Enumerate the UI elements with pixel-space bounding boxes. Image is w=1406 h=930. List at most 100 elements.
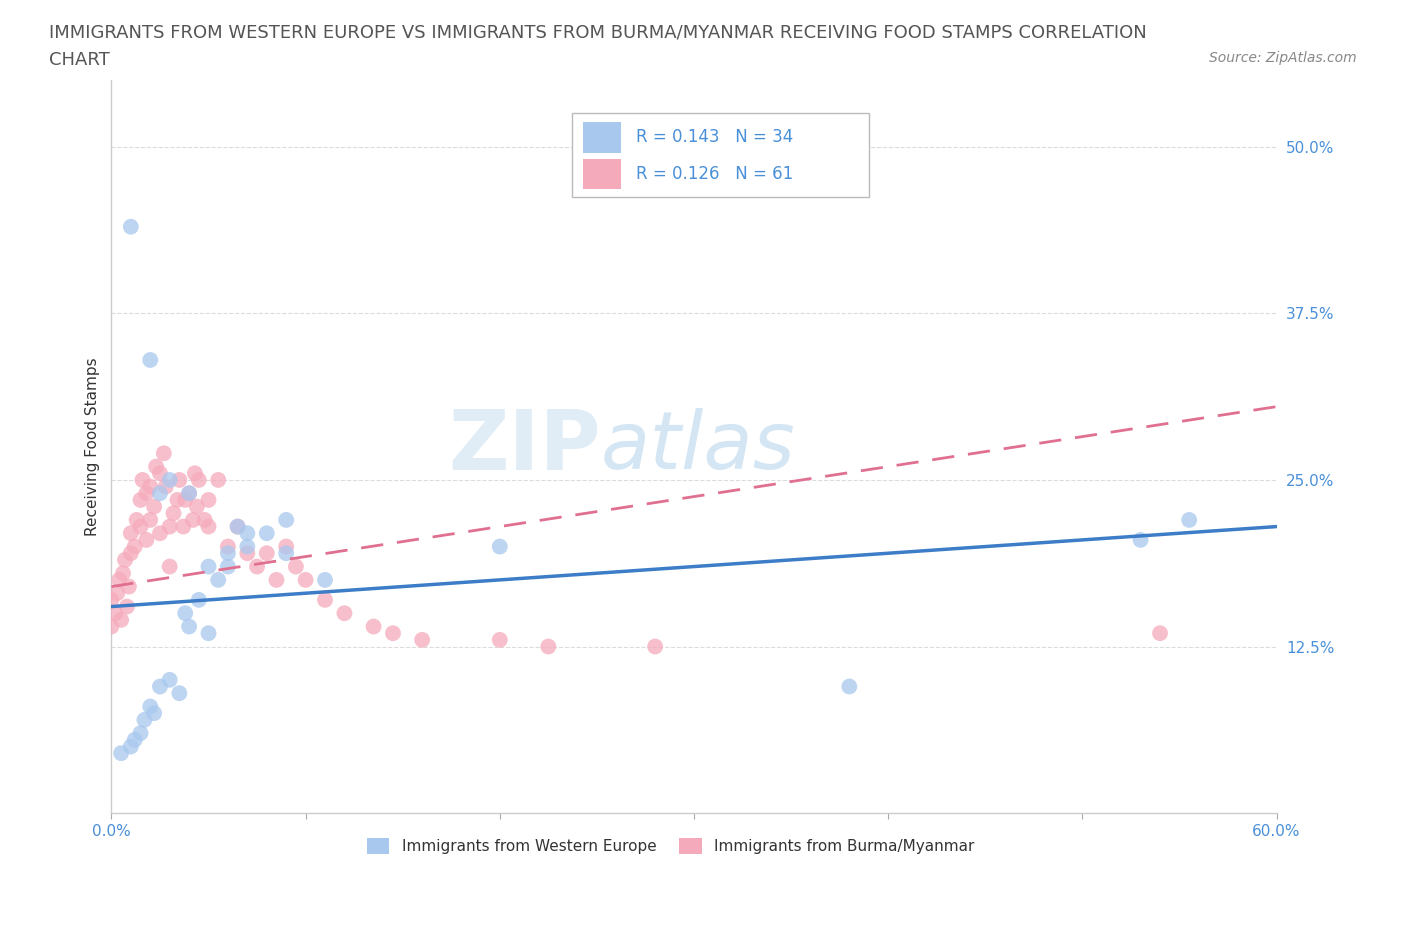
Point (197, 626, 219, 641)
Point (120, 546, 142, 561)
Point (217, 546, 239, 561)
Point (143, 499, 166, 514)
Point (114, 552, 136, 567)
Point (207, 573, 229, 588)
Point (104, 605, 127, 620)
Point (129, 519, 152, 534)
Point (181, 512, 204, 527)
Text: ZIP: ZIP (449, 406, 600, 487)
Point (838, 679, 860, 694)
Point (135, 533, 157, 548)
Point (155, 479, 177, 494)
Text: IMMIGRANTS FROM WESTERN EUROPE VS IMMIGRANTS FROM BURMA/MYANMAR RECEIVING FOOD S: IMMIGRANTS FROM WESTERN EUROPE VS IMMIGR… (49, 23, 1147, 41)
Point (294, 573, 316, 588)
Point (115, 599, 138, 614)
Point (1178, 512, 1201, 527)
Point (207, 472, 229, 487)
Point (174, 605, 197, 620)
Point (314, 592, 336, 607)
Point (537, 639, 560, 654)
Point (1129, 533, 1152, 548)
Point (174, 493, 197, 508)
Point (139, 699, 162, 714)
Point (256, 525, 278, 540)
Point (120, 525, 142, 540)
Point (187, 592, 209, 607)
Point (197, 519, 219, 534)
Point (276, 546, 298, 561)
Point (266, 573, 288, 588)
Point (1149, 626, 1171, 641)
Text: R = 0.126   N = 61: R = 0.126 N = 61 (636, 165, 793, 183)
Point (197, 493, 219, 508)
Text: CHART: CHART (49, 51, 110, 69)
Point (236, 525, 259, 540)
Point (169, 472, 191, 487)
Point (149, 466, 172, 481)
Point (110, 613, 132, 628)
Point (172, 519, 194, 534)
Point (217, 559, 239, 574)
Point (236, 539, 259, 554)
Point (100, 619, 122, 634)
Point (153, 445, 176, 460)
Point (129, 493, 152, 508)
Point (276, 512, 298, 527)
Point (177, 485, 200, 500)
Point (105, 586, 128, 601)
Point (162, 506, 184, 521)
Point (363, 619, 385, 634)
Point (120, 219, 142, 234)
Y-axis label: Receiving Food Stamps: Receiving Food Stamps (86, 357, 100, 536)
Bar (583, 158, 620, 190)
Point (118, 579, 141, 594)
Point (131, 472, 153, 487)
Point (159, 519, 181, 534)
Point (124, 539, 146, 554)
Point (187, 472, 209, 487)
Point (149, 679, 172, 694)
Point (488, 632, 510, 647)
Legend: Immigrants from Western Europe, Immigrants from Burma/Myanmar: Immigrants from Western Europe, Immigran… (360, 832, 981, 860)
Point (177, 485, 200, 500)
Point (149, 485, 172, 500)
Text: R = 0.143   N = 34: R = 0.143 N = 34 (636, 128, 793, 146)
Point (314, 573, 336, 588)
Point (194, 512, 217, 527)
Point (100, 592, 122, 607)
Point (276, 539, 298, 554)
Point (149, 525, 172, 540)
Point (159, 672, 181, 687)
Point (284, 559, 307, 574)
Point (411, 632, 433, 647)
Point (112, 565, 135, 580)
Point (246, 559, 269, 574)
Point (125, 512, 148, 527)
Point (236, 546, 259, 561)
Text: Source: ZipAtlas.com: Source: ZipAtlas.com (1209, 51, 1357, 65)
Point (135, 485, 157, 500)
Point (159, 472, 181, 487)
Point (256, 546, 278, 561)
Point (177, 619, 200, 634)
Point (129, 725, 152, 740)
Point (217, 539, 239, 554)
Point (139, 479, 162, 494)
FancyBboxPatch shape (572, 113, 869, 197)
Text: atlas: atlas (600, 407, 796, 485)
Point (166, 493, 188, 508)
Point (143, 706, 166, 721)
Point (186, 499, 208, 514)
Point (139, 512, 162, 527)
Point (124, 733, 146, 748)
Point (488, 539, 510, 554)
Point (169, 685, 191, 700)
Point (197, 559, 219, 574)
Point (226, 519, 249, 534)
Point (644, 639, 666, 654)
Point (120, 739, 142, 754)
Point (108, 573, 131, 588)
Point (139, 352, 162, 367)
Point (110, 746, 132, 761)
Point (333, 605, 356, 620)
